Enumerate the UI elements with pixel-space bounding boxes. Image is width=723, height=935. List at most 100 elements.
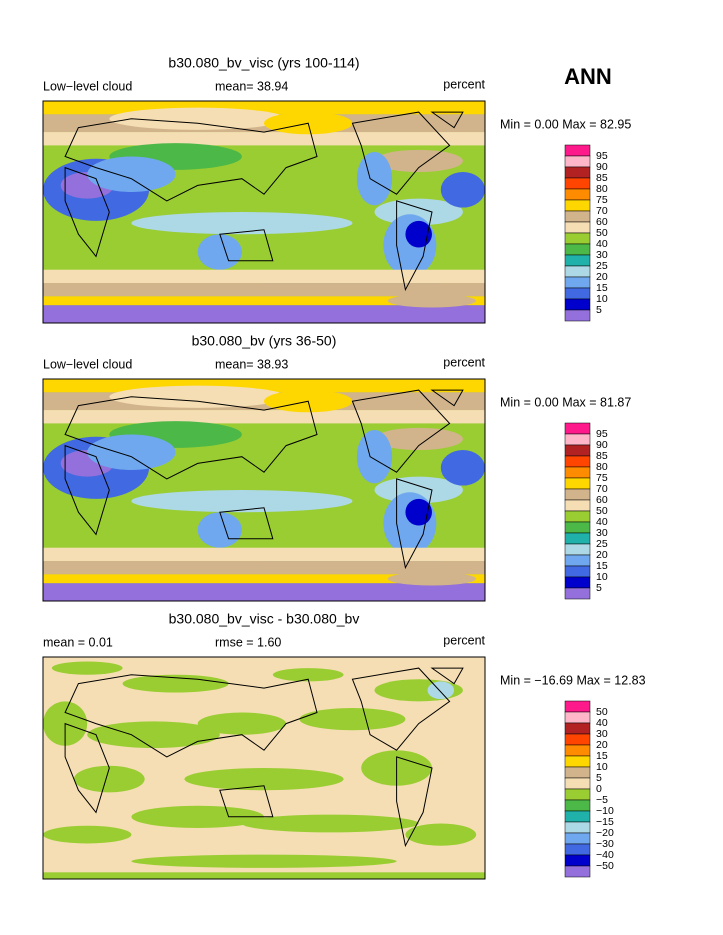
contour-region	[374, 427, 463, 451]
colorbar-label: 25	[596, 538, 608, 550]
colorbar-box	[564, 722, 591, 735]
min-max: Min = 0.00 Max = 82.95	[500, 117, 631, 131]
colorbar-label: 90	[596, 439, 608, 451]
contour-region	[131, 854, 397, 868]
colorbar-label: 70	[596, 483, 608, 495]
contour-region	[184, 768, 344, 791]
contour-band	[43, 269, 485, 284]
colorbar-label: 0	[596, 783, 602, 795]
contour-band	[43, 574, 485, 584]
min-max: Min = 0.00 Max = 81.87	[500, 395, 631, 409]
map-fill	[43, 101, 485, 323]
colorbar-label: 60	[596, 216, 608, 228]
colorbar-box	[564, 155, 591, 168]
colorbar-box	[564, 843, 591, 856]
colorbar-label: 95	[596, 150, 608, 162]
contour-region	[197, 712, 287, 735]
contour-region	[43, 825, 132, 844]
colorbar-box	[564, 832, 591, 845]
colorbar-label: −50	[596, 860, 614, 872]
contour-region	[356, 152, 393, 206]
contour-band	[43, 561, 485, 575]
contour-region	[131, 212, 353, 235]
colorbar-box	[564, 276, 591, 289]
map-frame	[42, 656, 486, 880]
contour-region	[299, 708, 406, 731]
left-label: Low−level cloud	[43, 79, 132, 93]
contour-band	[43, 547, 485, 562]
map-fill	[43, 657, 485, 879]
panel-title: b30.080_bv_visc (yrs 100-114)	[168, 55, 359, 71]
colorbar-box	[564, 733, 591, 746]
map-panel: b30.080_bv (yrs 36-50) Low−level cloud mea…	[42, 333, 631, 602]
contour-region	[272, 668, 344, 682]
season-label: ANN	[564, 64, 612, 89]
left-label: Low−level cloud	[43, 357, 132, 371]
contour-region	[405, 498, 432, 526]
colorbar-box	[564, 166, 591, 179]
colorbar-label: 90	[596, 161, 608, 173]
map-frame	[42, 378, 486, 602]
contour-region	[197, 512, 242, 548]
colorbar-box	[564, 532, 591, 545]
colorbar-label: 5	[596, 772, 602, 784]
colorbar-label: 75	[596, 194, 608, 206]
contour-region	[131, 490, 353, 513]
colorbar-label: 10	[596, 761, 608, 773]
contour-region	[383, 214, 437, 277]
contour-region	[440, 172, 485, 208]
contour-region	[374, 149, 463, 173]
colorbar-label: 50	[596, 706, 608, 718]
colorbar-label: 30	[596, 527, 608, 539]
colorbar-label: 30	[596, 728, 608, 740]
contour-region	[356, 430, 393, 484]
colorbar-box	[564, 422, 591, 435]
contour-region	[405, 220, 432, 248]
contour-region	[131, 805, 264, 828]
colorbar-box	[564, 243, 591, 256]
contour-band	[43, 283, 485, 297]
mean-label: rmse = 1.60	[215, 635, 281, 649]
colorbar-box	[564, 144, 591, 157]
colorbar-label: 20	[596, 739, 608, 751]
colorbar-box	[564, 177, 591, 190]
panel-title: b30.080_bv (yrs 36-50)	[192, 333, 337, 349]
colorbar-box	[564, 199, 591, 212]
mean-label: mean= 38.93	[215, 357, 288, 371]
colorbar-label: 95	[596, 428, 608, 440]
contour-band	[43, 305, 485, 323]
colorbar-label: 15	[596, 560, 608, 572]
colorbar-label: 20	[596, 271, 608, 283]
colorbar-label: 5	[596, 582, 602, 594]
colorbar-label: 40	[596, 717, 608, 729]
contour-region	[427, 681, 455, 700]
colorbar-label: 85	[596, 172, 608, 184]
contour-band	[43, 583, 485, 601]
contour-region	[109, 107, 287, 130]
min-max: Min = −16.69 Max = 12.83	[500, 673, 646, 687]
contour-region	[387, 572, 477, 586]
unit-label: percent	[443, 633, 485, 647]
colorbar-box	[564, 510, 591, 523]
colorbar-box	[564, 188, 591, 201]
colorbar-box	[564, 521, 591, 534]
colorbar-label: 25	[596, 260, 608, 272]
colorbar-label: 20	[596, 549, 608, 561]
contour-band	[43, 132, 485, 146]
coastline	[64, 389, 464, 570]
contour-region	[241, 814, 419, 833]
colorbar-box	[564, 766, 591, 779]
colorbar-box	[564, 444, 591, 457]
colorbar-box	[564, 477, 591, 490]
colorbar-box	[564, 565, 591, 578]
colorbar-box	[564, 221, 591, 234]
unit-label: percent	[443, 77, 485, 91]
colorbar-label: 75	[596, 472, 608, 484]
colorbar-label: 5	[596, 304, 602, 316]
colorbar-box	[564, 455, 591, 468]
colorbar-box	[564, 287, 591, 300]
coastline	[64, 111, 464, 292]
colorbar-box	[564, 298, 591, 311]
colorbar-label: 70	[596, 205, 608, 217]
